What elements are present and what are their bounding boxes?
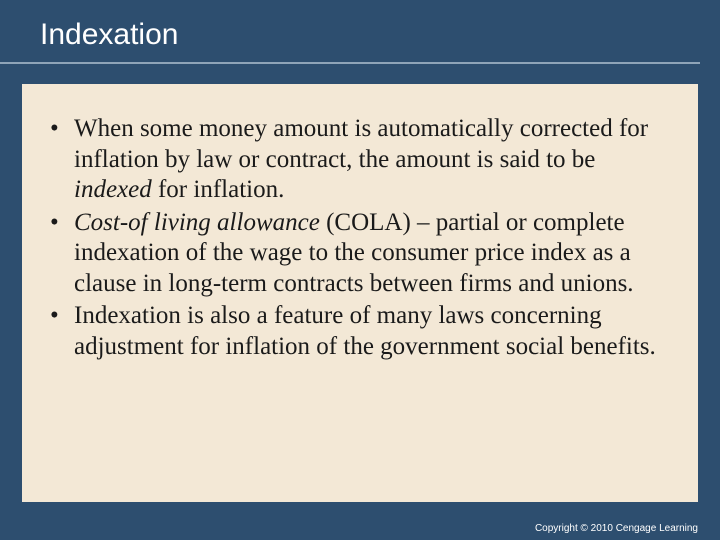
- bullet-text-pre: Indexation is also a feature of many law…: [74, 302, 656, 360]
- bullet-text-em: indexed: [74, 176, 152, 203]
- content-panel: When some money amount is automatically …: [22, 84, 698, 502]
- title-bar: Indexation: [0, 0, 700, 64]
- bullet-item: Cost-of living allowance (COLA) – partia…: [46, 208, 674, 300]
- bullet-item: When some money amount is automatically …: [46, 114, 674, 206]
- bullet-text-em: Cost-of living allowance: [74, 209, 320, 236]
- bullet-text-post: for inflation.: [152, 176, 285, 203]
- bullet-list: When some money amount is automatically …: [46, 114, 674, 362]
- slide-title: Indexation: [40, 18, 700, 52]
- copyright-footer: Copyright © 2010 Cengage Learning: [535, 523, 698, 534]
- bullet-item: Indexation is also a feature of many law…: [46, 301, 674, 362]
- bullet-text-pre: When some money amount is automatically …: [74, 115, 648, 173]
